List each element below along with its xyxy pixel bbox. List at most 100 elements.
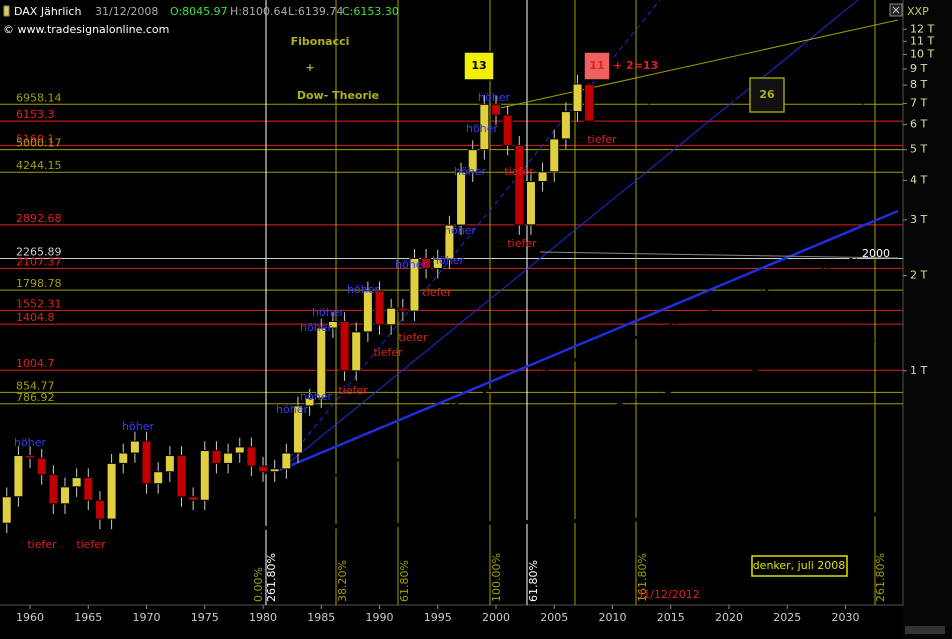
wave-label: höher [122, 420, 154, 433]
fib-time-label: 38.20% [336, 560, 349, 602]
annotation: denker, juli 2008 [753, 559, 846, 572]
level-label: 1798.78 [16, 277, 62, 290]
x-tick-label: 2025 [773, 611, 801, 624]
candle-body [362, 290, 373, 333]
x-tick-label: 1995 [424, 611, 452, 624]
candle-body [479, 103, 490, 151]
trend-line [499, 19, 899, 109]
level-label: 5160.1 [16, 132, 55, 145]
fib-time-label: 0.00% [252, 567, 265, 602]
x-tick-label: 1990 [366, 611, 394, 624]
y-tick-label: 1 T [910, 364, 927, 377]
wave-label: höher [300, 321, 332, 334]
candle-body [83, 477, 94, 501]
x-tick-label: 1965 [74, 611, 102, 624]
annotation: 31/12/2012 [636, 588, 699, 601]
trend-line [189, 333, 896, 514]
wave-label: tiefer [373, 346, 403, 359]
candle-body [153, 471, 164, 485]
fib-time-label: 61.80% [398, 560, 411, 602]
fib-time-label: 61.80% [527, 560, 540, 602]
annotation: + [305, 61, 314, 74]
level-label: 786.92 [16, 391, 55, 404]
candle-body [537, 171, 548, 183]
wave-label: höher [347, 283, 379, 296]
candle-body [397, 307, 408, 312]
candle-body [560, 111, 571, 140]
candle-body [467, 149, 478, 173]
candle-body [572, 83, 583, 113]
candle-body [188, 496, 199, 501]
y-tick-label: 10 T [910, 47, 934, 60]
fib-time-label: 100.00% [490, 553, 503, 602]
candle-body [59, 486, 70, 505]
candle-body [246, 446, 257, 467]
candle-body [327, 321, 338, 329]
annotation-box [583, 51, 611, 81]
y-tick-label: 5 T [910, 143, 927, 156]
candle-body [269, 468, 280, 473]
candle-body [304, 397, 315, 407]
annotation: 2000 [862, 247, 890, 260]
scroll-thumb[interactable] [905, 626, 945, 634]
candle-body [234, 446, 245, 454]
wave-label: höher [395, 258, 427, 271]
x-tick-label: 2015 [657, 611, 685, 624]
level-label: 2107.37 [16, 255, 62, 268]
wave-label: höher [466, 122, 498, 135]
wave-label: tiefer [504, 165, 534, 178]
candle-body [409, 257, 420, 312]
candle-body [25, 455, 36, 459]
annotation-box [749, 77, 785, 113]
trend-line [539, 251, 899, 259]
wave-label: höher [276, 403, 308, 416]
wave-label: höher [444, 224, 476, 237]
candle-body [118, 452, 129, 464]
fib-time-label: 261.80% [874, 553, 887, 602]
axis-label: XXP [907, 5, 929, 18]
candle-body [106, 462, 117, 520]
x-tick-label: 2000 [482, 611, 510, 624]
candle-body [36, 457, 47, 476]
annotation: Fibonacci [291, 35, 350, 48]
wave-label: tiefer [338, 384, 368, 397]
wave-label: höher [454, 165, 486, 178]
wave-label: tiefer [507, 237, 537, 250]
level-label: 6153.3 [16, 108, 55, 121]
copyright: © www.tradesignalonline.com [3, 23, 169, 36]
candle-body [502, 114, 513, 146]
y-tick-label: 6 T [910, 118, 927, 131]
candle-body [223, 452, 234, 464]
fib-time-label: 261.80% [265, 553, 278, 602]
wave-label: tiefer [76, 538, 106, 551]
candle-body [525, 181, 536, 226]
x-tick-label: 2030 [831, 611, 859, 624]
candle-body [164, 455, 175, 473]
candle-body [176, 455, 187, 498]
fib-time-label: 161.80% [636, 553, 649, 602]
level-label: 1552.31 [16, 297, 62, 310]
wave-label: höher [312, 306, 344, 319]
trend-line [29, 512, 899, 535]
wave-label: höher [432, 254, 464, 267]
candle-body [199, 450, 210, 501]
symbol-icon [3, 5, 10, 17]
y-tick-label: 3 T [910, 213, 927, 226]
candle-body [351, 331, 362, 372]
axis-panel [903, 0, 952, 639]
candle-body [71, 477, 82, 488]
annotation: + 2=13 [613, 59, 658, 72]
y-tick-label: 12 T [910, 22, 934, 35]
x-tick-label: 2020 [715, 611, 743, 624]
annotation: 26 [759, 88, 775, 101]
x-tick-label: 1975 [191, 611, 219, 624]
y-tick-label: 4 T [910, 173, 927, 186]
x-tick-label: 2010 [598, 611, 626, 624]
candle-body [129, 440, 140, 454]
x-tick-label: 1980 [249, 611, 277, 624]
level-label: 4244.15 [16, 159, 62, 172]
candle-body [292, 405, 303, 454]
candle-body [1, 496, 12, 524]
